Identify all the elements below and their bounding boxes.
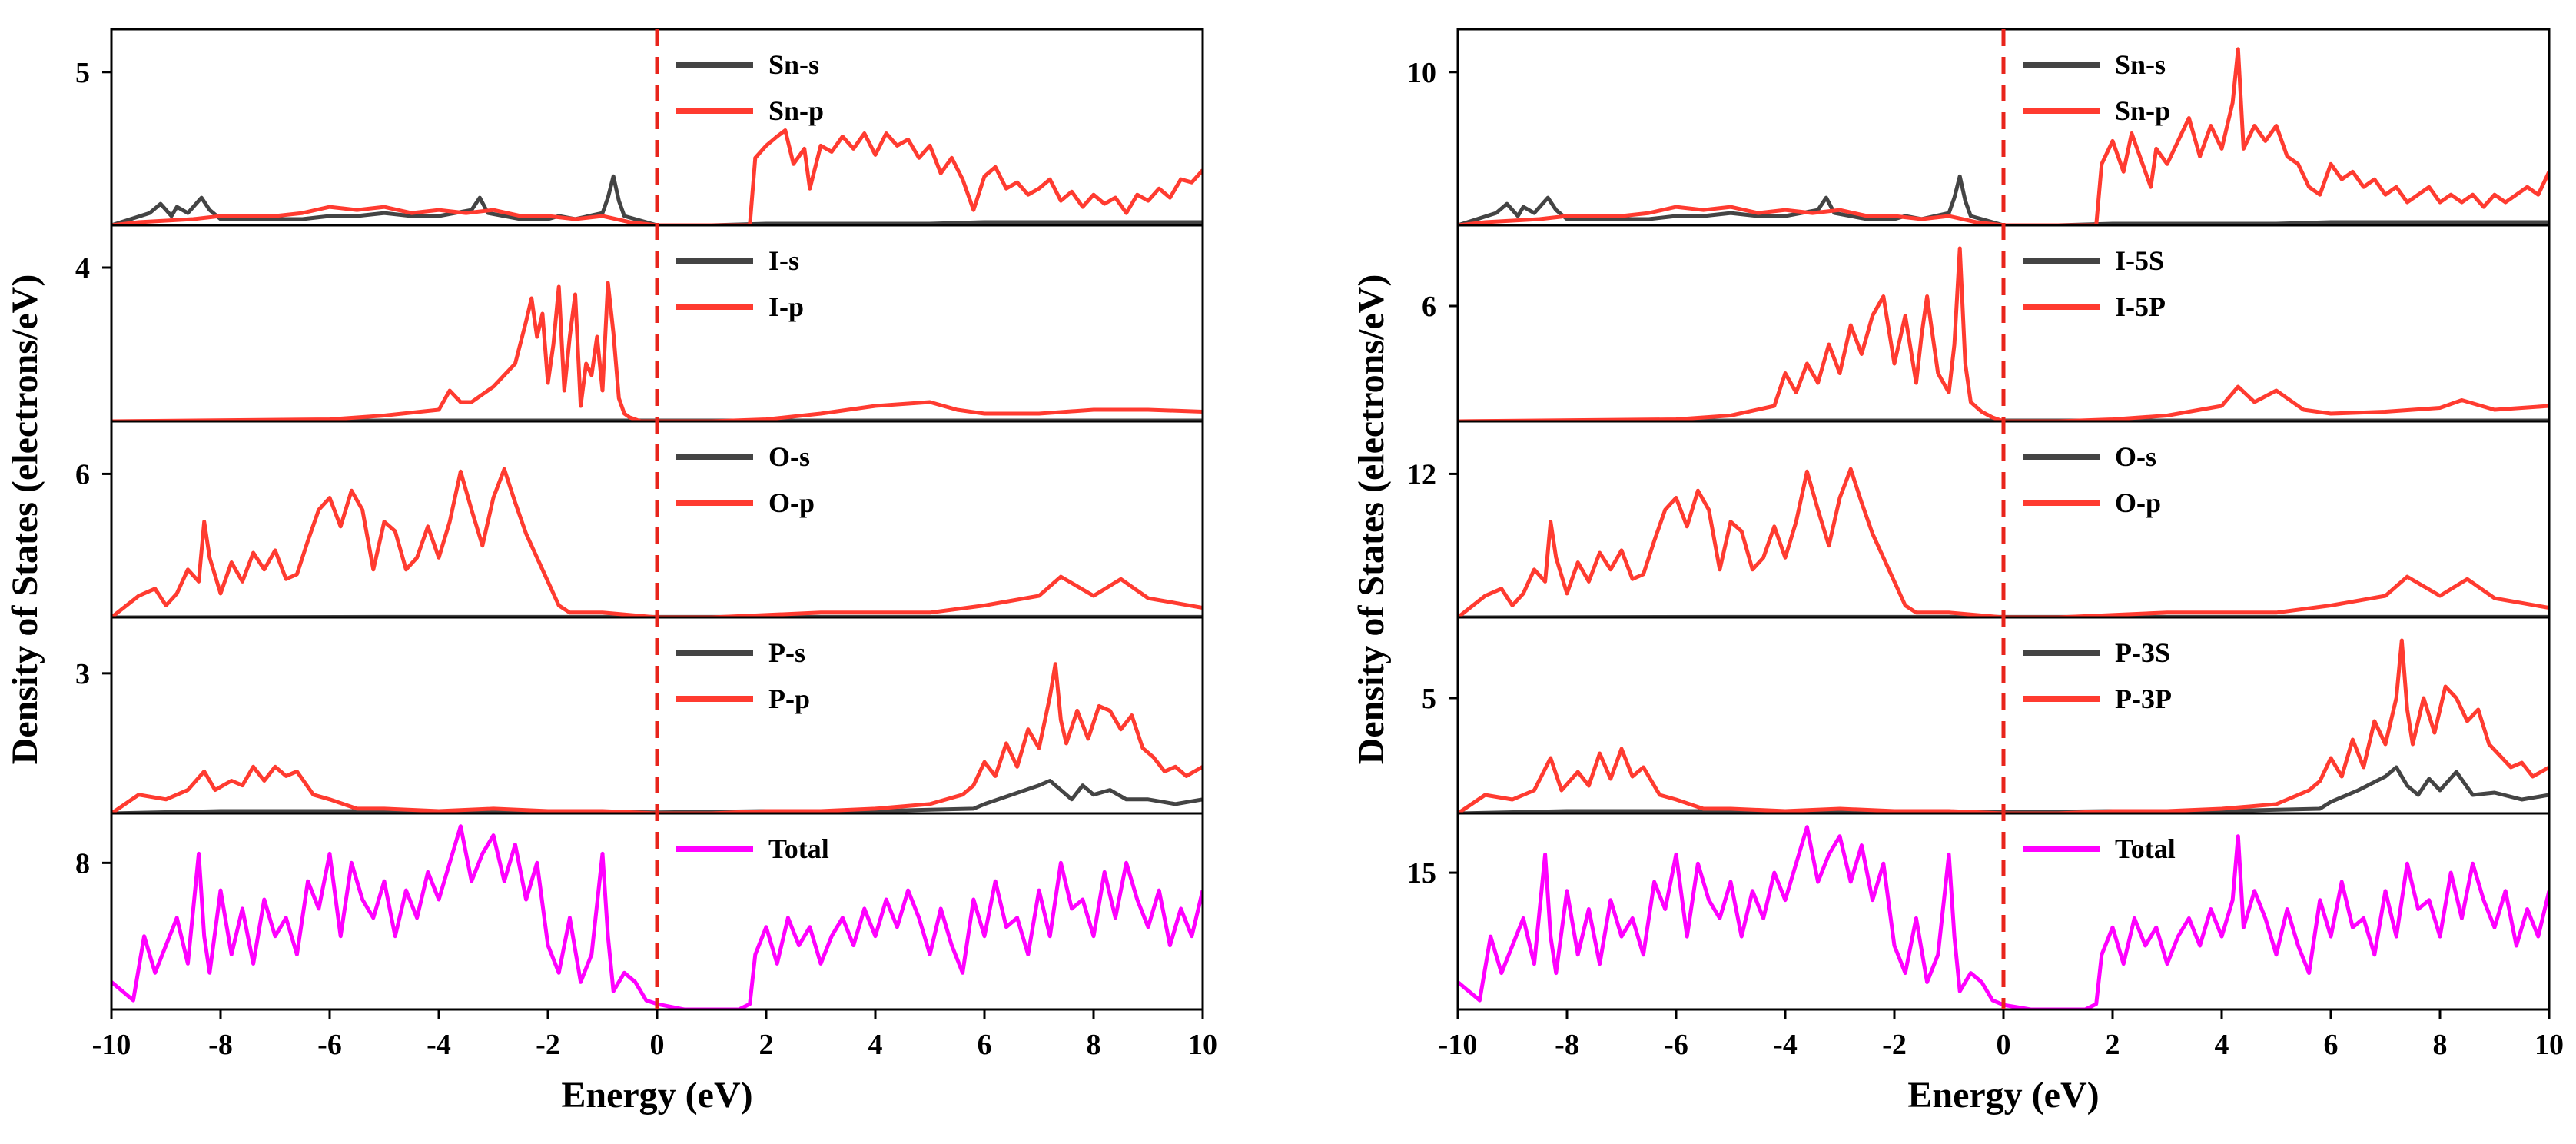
legend-label: Total — [768, 833, 829, 864]
y-tick-label: 5 — [1422, 683, 1436, 715]
y-tick-label: 6 — [1422, 291, 1436, 323]
y-tick-label: 8 — [75, 847, 90, 880]
x-tick-label: 8 — [1087, 1029, 1101, 1061]
x-tick-label: 4 — [2215, 1029, 2229, 1061]
x-tick-label: 0 — [1997, 1029, 2011, 1061]
legend-label: Sn-p — [768, 95, 824, 126]
y-tick-label: 5 — [75, 57, 90, 89]
y-tick-label: 15 — [1407, 857, 1436, 890]
y-tick-label: 3 — [75, 658, 90, 690]
series-line-sn-s — [1458, 174, 2549, 225]
x-axis-title: Energy (eV) — [1907, 1075, 2099, 1116]
panel: Total 8 — [75, 812, 1204, 1011]
legend-label: I-p — [768, 291, 804, 322]
x-tick-label: -8 — [208, 1029, 233, 1061]
dos-chart-right: Sn-s Sn-p 10 I-5S I-5P 6 O-s O-p 12 P-3S P-3P 5 Tota… — [1351, 28, 2564, 1116]
panel: I-5S I-5P 6 — [1422, 224, 2551, 423]
x-tick-label: 8 — [2433, 1029, 2448, 1061]
panel: P-s P-p 3 — [75, 616, 1204, 815]
legend-label: Sn-p — [2115, 95, 2170, 126]
legend-label: Sn-s — [768, 49, 819, 80]
legend-label: I-5S — [2115, 245, 2164, 276]
x-tick-label: 10 — [2535, 1029, 2564, 1061]
legend-label: O-s — [768, 441, 810, 472]
x-tick-label: 4 — [868, 1029, 883, 1061]
x-tick-label: 10 — [1188, 1029, 1217, 1061]
x-tick-label: 2 — [759, 1029, 774, 1061]
series-line-p-s — [111, 779, 1203, 813]
y-axis-title: Density of States (electrons/eV) — [5, 274, 45, 765]
legend-label: P-p — [768, 683, 810, 714]
x-tick-label: -6 — [1664, 1029, 1688, 1061]
x-tick-label: 6 — [978, 1029, 992, 1061]
legend-label: I-s — [768, 245, 799, 276]
panel: P-3S P-3P 5 — [1422, 616, 2551, 815]
x-tick-label: -6 — [317, 1029, 342, 1061]
series-line-o-p — [1458, 467, 2549, 617]
y-tick-label: 4 — [75, 252, 90, 284]
series-line-p-p — [111, 662, 1203, 813]
series-line-total — [1458, 825, 2549, 1009]
series-line-sn-p — [111, 128, 1203, 225]
legend-label: I-5P — [2115, 291, 2166, 322]
series-line-o-p — [111, 467, 1203, 617]
panel: Total 15 — [1407, 812, 2551, 1011]
x-tick-label: -8 — [1555, 1029, 1579, 1061]
legend-label: Total — [2115, 833, 2176, 864]
y-tick-label: 6 — [75, 458, 90, 491]
dos-chart-left: Sn-s Sn-p 5 I-s I-p 4 O-s O-p 6 P-s P-p 3 Total 8 -10 -… — [5, 28, 1217, 1116]
legend-label: O-s — [2115, 441, 2156, 472]
series-line-sn-s — [111, 174, 1203, 225]
legend-label: O-p — [768, 487, 815, 518]
series-line-p-3s — [1458, 765, 2549, 813]
x-tick-label: -2 — [1882, 1029, 1907, 1061]
panel: Sn-s Sn-p 10 — [1407, 28, 2551, 227]
x-tick-label: -10 — [92, 1029, 131, 1061]
x-tick-label: 2 — [2106, 1029, 2120, 1061]
panel: I-s I-p 4 — [75, 224, 1204, 423]
legend-label: P-3S — [2115, 637, 2170, 668]
series-line-i-5p — [1458, 246, 2549, 421]
x-tick-label: -4 — [427, 1029, 451, 1061]
y-tick-label: 12 — [1407, 458, 1436, 491]
panel: O-s O-p 12 — [1407, 420, 2551, 619]
y-axis-title: Density of States (electrons/eV) — [1351, 274, 1392, 765]
x-tick-label: -4 — [1773, 1029, 1798, 1061]
panel: Sn-s Sn-p 5 — [75, 28, 1204, 227]
legend-label: P-s — [768, 637, 805, 668]
series-line-sn-p — [1458, 47, 2549, 225]
legend-label: O-p — [2115, 487, 2161, 518]
series-line-p-3p — [1458, 638, 2549, 813]
panel: O-s O-p 6 — [75, 420, 1204, 619]
x-axis-title: Energy (eV) — [561, 1075, 752, 1116]
series-line-total — [111, 824, 1203, 1009]
x-tick-label: -10 — [1439, 1029, 1478, 1061]
legend-label: P-3P — [2115, 683, 2172, 714]
x-tick-label: -2 — [536, 1029, 560, 1061]
y-tick-label: 10 — [1407, 57, 1436, 89]
x-tick-label: 0 — [650, 1029, 665, 1061]
series-line-i-p — [111, 281, 1203, 421]
x-tick-label: 6 — [2324, 1029, 2339, 1061]
legend-label: Sn-s — [2115, 49, 2166, 80]
